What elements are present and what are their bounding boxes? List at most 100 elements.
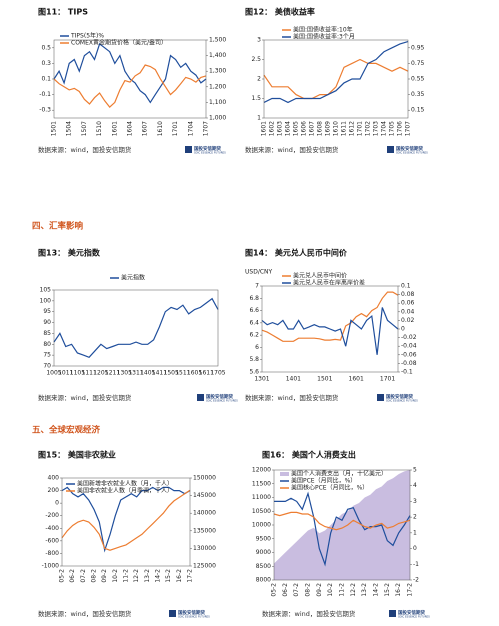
y-tick-label: 11500 [252,480,271,487]
y-tick-label: 0.3 [41,60,51,67]
x-tick-label: 1311 [128,370,143,377]
y-tick-label: 75 [43,352,51,359]
figure-title: 图15： 美国非农就业 [38,450,116,460]
x-tick-label: 1607 [309,121,316,136]
y-tick-label: 6.2 [249,332,259,339]
x-tick-label: 1706 [397,121,404,136]
y-tick-label: 0.5 [41,44,51,51]
y-tick-label: 400 [48,475,60,482]
plot-frame [263,39,409,119]
line-series [61,486,191,553]
legend-label: 美国个人消费支出（月，十亿美元） [291,470,387,478]
logo-english: SDIC ESSENCE FUTURES [178,615,210,619]
x-tick-label: 09-2 [101,569,108,583]
y-tick-label: 80 [43,341,51,348]
y-tick-label: 6.8 [249,295,259,302]
y2-tick-label: -0.02 [401,334,417,341]
section-heading: 五、全球宏观经济 [32,425,101,436]
x-tick-label: 1405 [140,370,155,377]
x-tick-label: 1704 [381,121,388,136]
y2-tick-label: 1,200 [209,83,226,90]
logo-name: 国投安信期货 [206,393,233,400]
x-tick-label: 15-2 [165,569,172,583]
legend-label: COMEX黄金期货价格（美元/盎司） [71,39,167,47]
y2-tick-label: 0.95 [411,44,425,51]
x-tick-label: 1609 [325,121,332,136]
logo-mark [389,610,396,617]
line-series [273,511,411,531]
x-tick-label: 11-2 [123,569,130,583]
y-tick-label: 6 [255,344,259,351]
x-tick-label: 1705 [389,121,396,136]
y2-tick-label: -0.06 [401,351,417,358]
y-tick-label: 11000 [252,494,271,501]
source-note: 数据来源：wind，国投安信期货 [262,609,356,618]
x-tick-label: 08-2 [305,583,312,597]
y2-tick-label: 0.06 [401,300,415,307]
x-tick-label: 1511 [175,370,190,377]
x-tick-label: 1504 [66,121,73,136]
x-tick-label: 1610 [333,121,340,136]
legend-label: 美国非农就业人数（月季调，千人） [77,487,173,495]
legend-label: 美国PCE（月同比，%） [291,477,356,485]
x-tick-label: 14-2 [373,583,380,597]
y2-tick-label: 125000 [193,563,216,570]
y-tick-label: 10000 [252,522,271,529]
y2-tick-label: 0.75 [411,60,425,67]
x-tick-label: 1601 [349,376,364,383]
x-tick-label: 1510 [96,121,103,136]
x-tick-label: 1501 [51,121,58,136]
x-tick-label: 1707 [405,121,412,136]
x-tick-label: 06-2 [282,583,289,597]
plot-frame [53,289,219,367]
y2-tick-label: 1,500 [209,37,226,44]
logo-english: SDIC ESSENCE FUTURES [396,151,428,155]
y-tick-label: 100 [40,297,52,304]
y2-tick-label: 1 [413,529,417,536]
legend-label: TIPS(5年)% [70,32,104,40]
y2-tick-label: -0.1 [401,369,413,376]
y2-tick-label: 2 [413,514,417,521]
logo-name: 国投安信期货 [194,145,221,152]
x-tick-label: 14-2 [155,569,162,583]
y2-tick-label: 1,100 [209,99,226,106]
y-tick-label: 8500 [256,563,271,570]
y-tick-label: 85 [43,330,51,337]
y-tick-label: 10500 [252,508,271,515]
y2-tick-label: 0 [413,545,417,552]
x-tick-label: 07-2 [293,583,300,597]
area-series [274,470,410,580]
y2-tick-label: 1,300 [209,68,226,75]
y-tick-label: 5.6 [249,369,259,376]
x-tick-label: 13-2 [144,569,151,583]
y-tick-label: -0.1 [39,91,51,98]
x-tick-label: 16-2 [395,583,402,597]
x-tick-label: 1604 [285,121,292,136]
logo-mark [197,394,204,401]
x-tick-label: 16-2 [176,569,183,583]
y-tick-label: -0.3 [39,107,51,114]
x-tick-label: 17-2 [187,569,194,583]
x-tick-label: 1701 [357,121,364,136]
x-tick-label: 06-2 [69,569,76,583]
y2-tick-label: 150000 [193,475,216,482]
x-tick-label: 1603 [277,121,284,136]
x-tick-label: 1105 [70,370,85,377]
y2-tick-label: -2 [413,577,419,584]
logo-mark [169,610,176,617]
y-tick-label: 105 [40,287,52,294]
y2-tick-label: 0 [401,326,405,333]
logo-mark [185,146,192,153]
y-tick-label: -400 [45,525,59,532]
y-tick-label: 9500 [256,535,271,542]
logo-english: SDIC ESSENCE FUTURES [398,615,430,619]
source-note: 数据来源：wind，国投安信期货 [38,393,132,402]
y2-tick-label: -0.08 [401,360,417,367]
y2-tick-label: 135000 [193,527,216,534]
y-tick-label: 8000 [256,577,271,584]
y-tick-label: -1000 [42,563,60,570]
x-tick-label: 12-2 [350,583,357,597]
x-tick-label: 1604 [127,121,134,136]
y2-tick-label: 5 [413,467,417,474]
x-tick-label: 1605 [293,121,300,136]
